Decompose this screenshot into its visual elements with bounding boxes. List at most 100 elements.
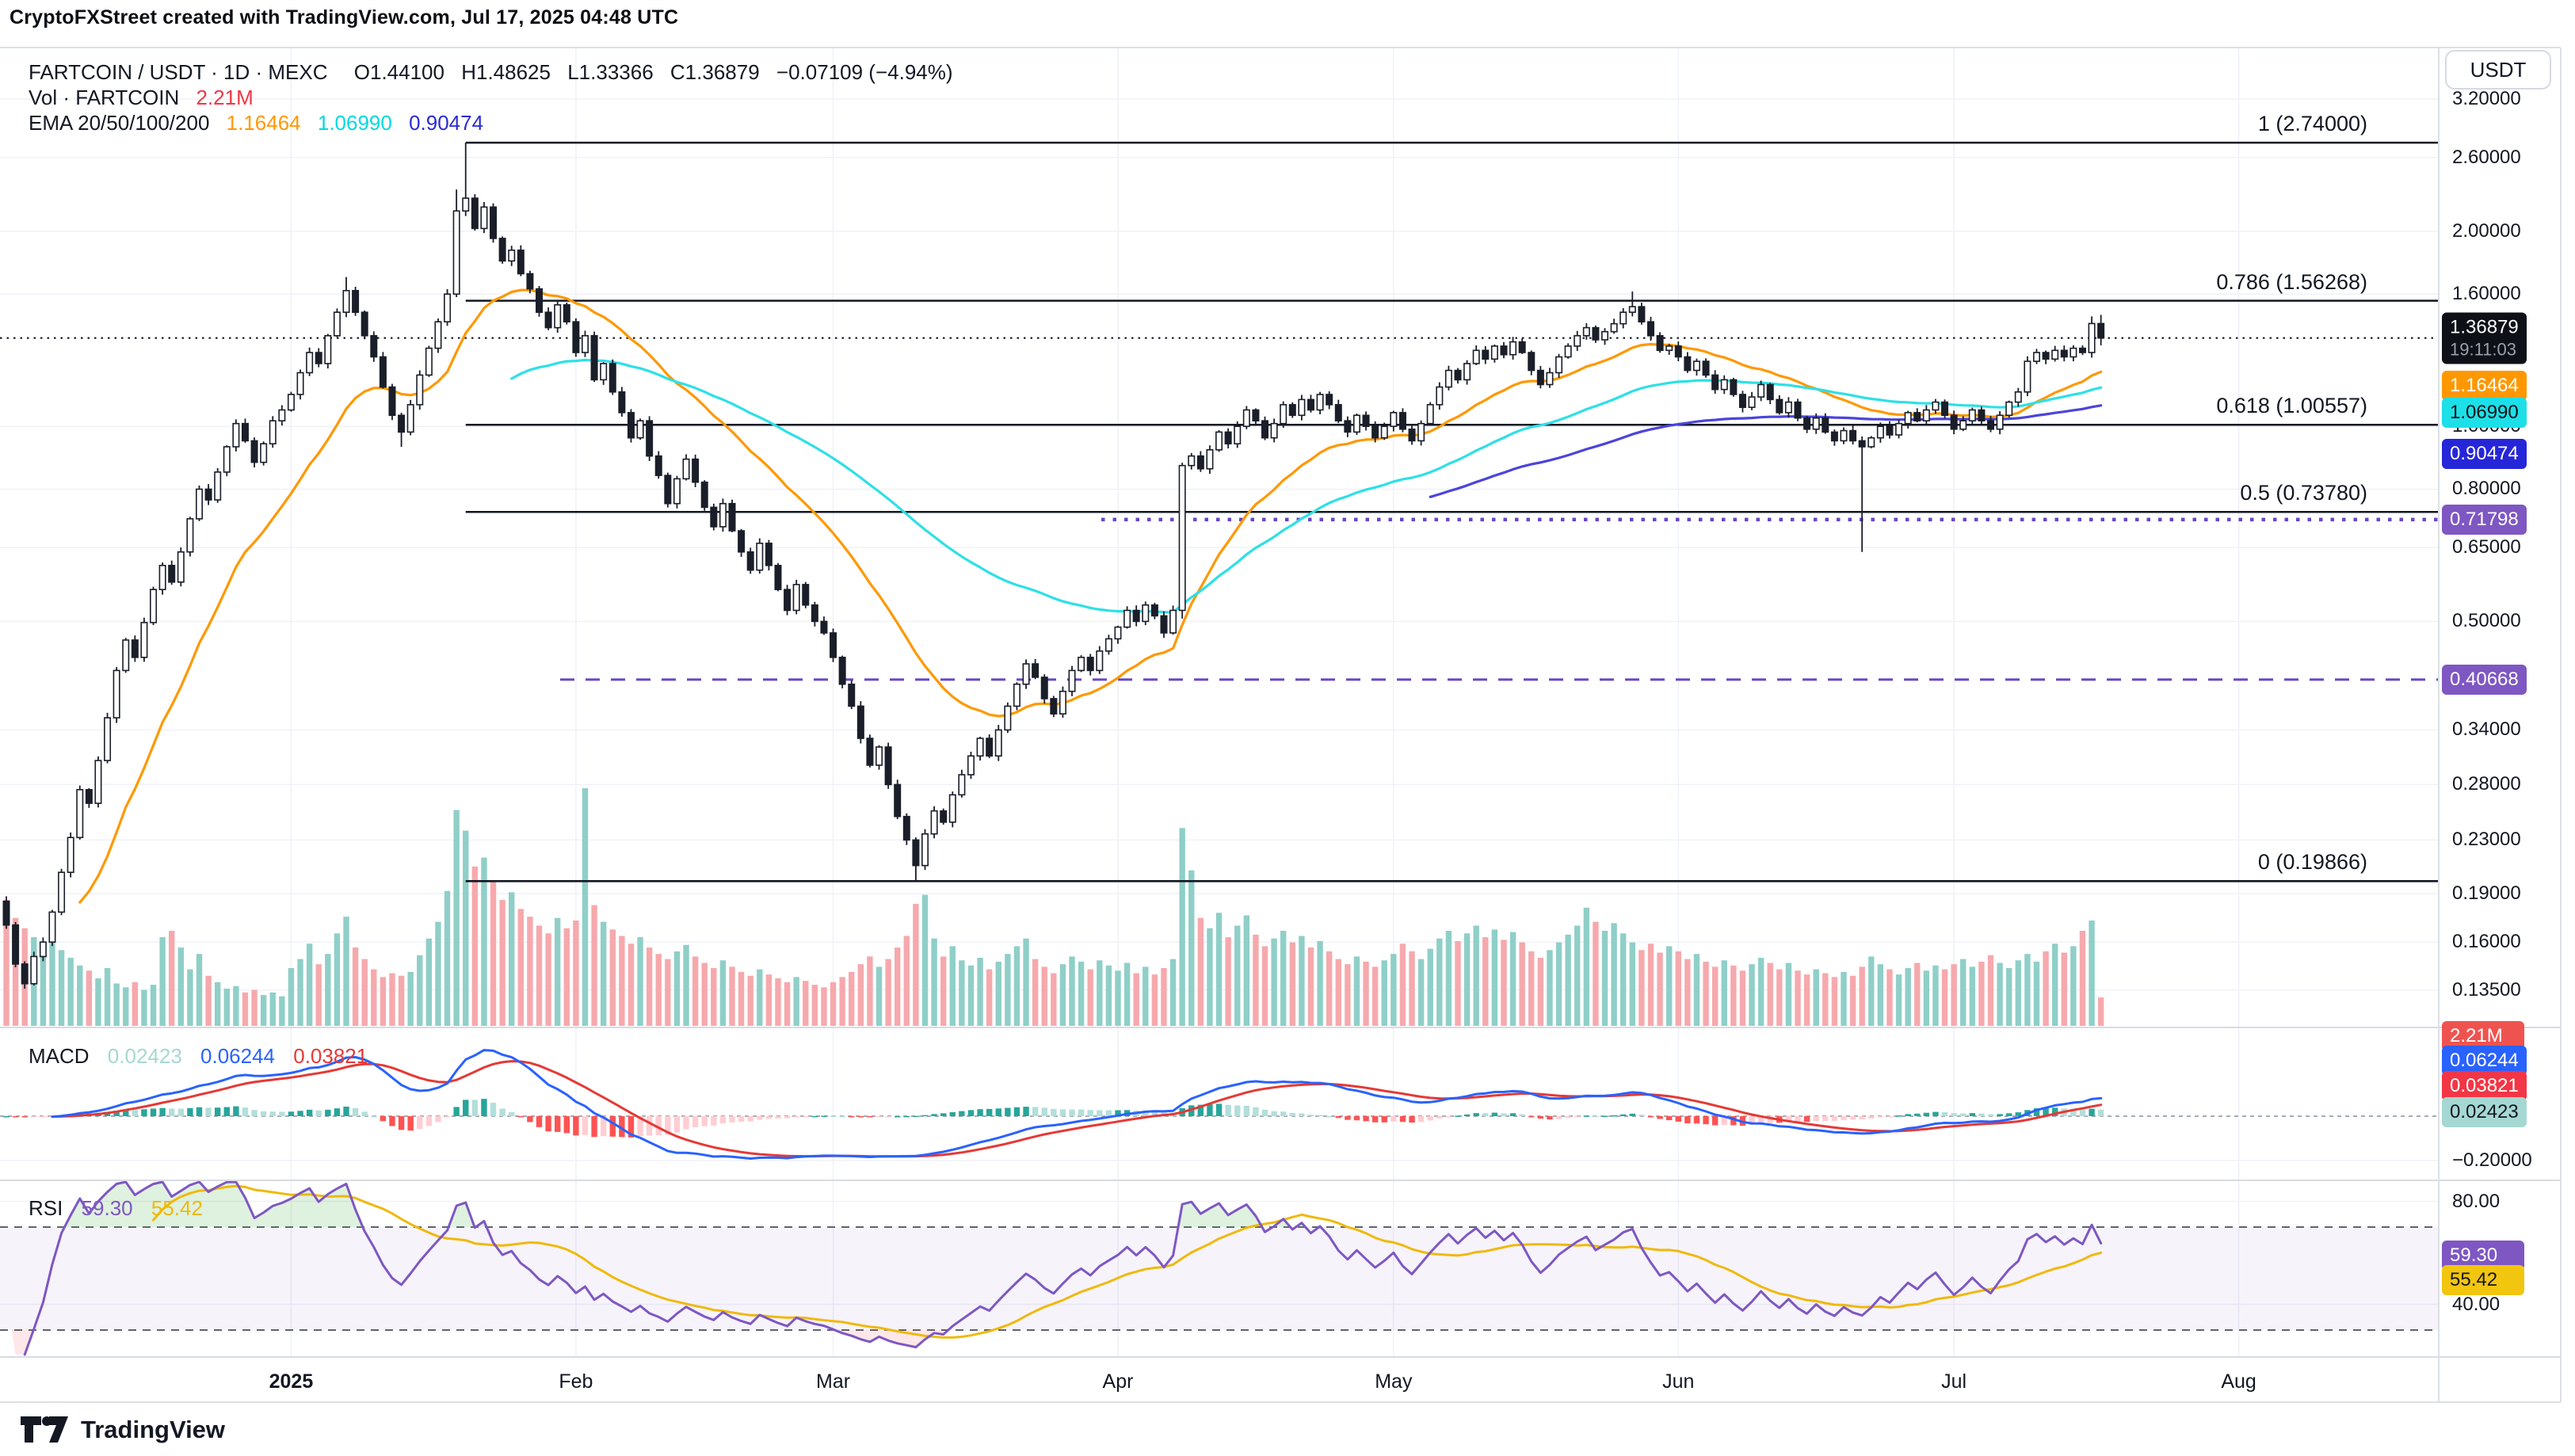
macd-histogram-bar bbox=[1886, 1116, 1893, 1118]
volume-bar bbox=[1215, 913, 1223, 1026]
volume-bar bbox=[619, 936, 625, 1026]
volume-bar bbox=[58, 950, 65, 1026]
volume-bar bbox=[1611, 923, 1617, 1026]
candle-body bbox=[260, 443, 268, 463]
candle-body bbox=[1316, 394, 1324, 411]
macd-histogram-bar bbox=[12, 1116, 19, 1118]
volume-bar bbox=[1188, 870, 1195, 1026]
volume-bar bbox=[1895, 974, 1902, 1026]
volume-bar bbox=[233, 985, 239, 1026]
candle-body bbox=[131, 639, 139, 658]
macd-histogram-bar bbox=[1638, 1115, 1645, 1116]
macd-histogram-bar bbox=[2006, 1113, 2012, 1116]
candle-body bbox=[2060, 349, 2068, 358]
macd-histogram-bar bbox=[398, 1116, 405, 1130]
ema100-legend-value: 0.90474 bbox=[409, 111, 484, 135]
candle-body bbox=[195, 488, 203, 520]
macd-histogram-bar bbox=[1023, 1107, 1029, 1116]
candle-body bbox=[425, 347, 433, 376]
volume-bar bbox=[536, 925, 543, 1026]
volume-bar bbox=[407, 971, 414, 1026]
candle-body bbox=[296, 372, 304, 395]
rsi-label: RSI bbox=[29, 1196, 63, 1220]
tradingview-attribution[interactable]: TradingView bbox=[21, 1415, 225, 1445]
macd-histogram-bar bbox=[921, 1115, 929, 1117]
macd-histogram-bar bbox=[1197, 1104, 1204, 1116]
volume-bar bbox=[655, 954, 662, 1026]
macd-histogram-bar bbox=[1859, 1116, 1865, 1120]
macd-histogram-bar bbox=[1611, 1115, 1617, 1117]
macd-histogram-bar bbox=[205, 1107, 212, 1116]
volume-bar bbox=[471, 866, 479, 1026]
macd-histogram-bar bbox=[352, 1107, 359, 1116]
macd-histogram-bar bbox=[113, 1111, 120, 1116]
ohlc-close: C1.36879 bbox=[670, 60, 760, 84]
macd-histogram-bar bbox=[279, 1111, 285, 1116]
macd-histogram-bar bbox=[1234, 1105, 1241, 1116]
volume-bar bbox=[1243, 915, 1250, 1026]
candle-body bbox=[1518, 341, 1526, 353]
volume-bar bbox=[1886, 969, 1893, 1026]
candle-body bbox=[360, 311, 368, 337]
ema20-legend-value: 1.16464 bbox=[226, 111, 301, 135]
macd-histogram-bar bbox=[959, 1111, 965, 1116]
candle-body bbox=[1876, 425, 1884, 439]
macd-histogram-bar bbox=[555, 1116, 561, 1132]
candle-body bbox=[1261, 420, 1269, 439]
candle-body bbox=[1142, 604, 1150, 623]
volume-bar bbox=[1491, 929, 1498, 1026]
symbol-legend[interactable]: FARTCOIN / USDT · 1D · MEXC O1.44100 H1.… bbox=[29, 60, 964, 85]
macd-histogram-bar bbox=[1657, 1116, 1663, 1119]
volume-bar bbox=[2043, 951, 2049, 1026]
volume-bar bbox=[1593, 921, 1599, 1026]
macd-histogram-bar bbox=[1693, 1116, 1700, 1124]
macd-histogram-bar bbox=[692, 1116, 699, 1128]
volume-bar bbox=[1822, 973, 1829, 1026]
macd-histogram-bar bbox=[563, 1116, 570, 1134]
volume-bar bbox=[729, 966, 735, 1026]
candle-body bbox=[627, 412, 635, 439]
macd-histogram-bar bbox=[2015, 1112, 2022, 1116]
candle-body bbox=[1738, 394, 1746, 408]
candle-body bbox=[1104, 638, 1112, 652]
macd-histogram-bar bbox=[1032, 1107, 1039, 1116]
macd-histogram-bar bbox=[793, 1116, 799, 1118]
volume-bar bbox=[1951, 964, 1957, 1026]
macd-histogram-bar bbox=[1932, 1111, 1939, 1116]
candle-body bbox=[1794, 401, 1802, 419]
candle-body bbox=[1812, 417, 1820, 430]
macd-histogram-bar bbox=[2070, 1108, 2077, 1116]
candle-body bbox=[581, 334, 589, 353]
candle-body bbox=[379, 356, 387, 388]
volume-bar bbox=[2024, 954, 2031, 1026]
macd-histogram-bar bbox=[1289, 1112, 1295, 1116]
volume-bar bbox=[628, 943, 635, 1026]
volume-bar bbox=[1711, 966, 1719, 1026]
volume-legend[interactable]: Vol · FARTCOIN 2.21M bbox=[29, 86, 265, 110]
price-scale-tick: 0.13500 bbox=[2452, 978, 2521, 1001]
candle-body bbox=[1684, 356, 1692, 372]
macd-histogram-bar bbox=[711, 1116, 717, 1126]
rsi-legend[interactable]: RSI 59.30 55.42 bbox=[29, 1196, 216, 1221]
volume-bar bbox=[1225, 937, 1231, 1026]
candle-body bbox=[608, 363, 616, 393]
macd-histogram-bar bbox=[1353, 1116, 1360, 1121]
candle-body bbox=[2042, 352, 2050, 360]
ema-legend[interactable]: EMA 20/50/100/200 1.16464 1.06990 0.9047… bbox=[29, 111, 494, 135]
macd-histogram-bar bbox=[334, 1108, 341, 1116]
candle-body bbox=[1619, 311, 1627, 325]
volume-bar bbox=[1317, 940, 1323, 1026]
macd-histogram-bar bbox=[435, 1116, 441, 1122]
macd-histogram-bar bbox=[233, 1106, 239, 1116]
ema50-line bbox=[510, 358, 2103, 614]
macd-histogram-bar bbox=[1822, 1116, 1829, 1122]
currency-toggle-button[interactable]: USDT bbox=[2445, 50, 2551, 90]
macd-legend[interactable]: MACD 0.02423 0.06244 0.03821 bbox=[29, 1044, 380, 1069]
volume-bar bbox=[711, 968, 717, 1026]
volume-bar bbox=[1757, 958, 1764, 1026]
rsi-excursion-fill bbox=[64, 1182, 2093, 1227]
candle-body bbox=[2097, 322, 2105, 339]
volume-bar bbox=[463, 830, 469, 1026]
volume-bar bbox=[1849, 975, 1856, 1026]
